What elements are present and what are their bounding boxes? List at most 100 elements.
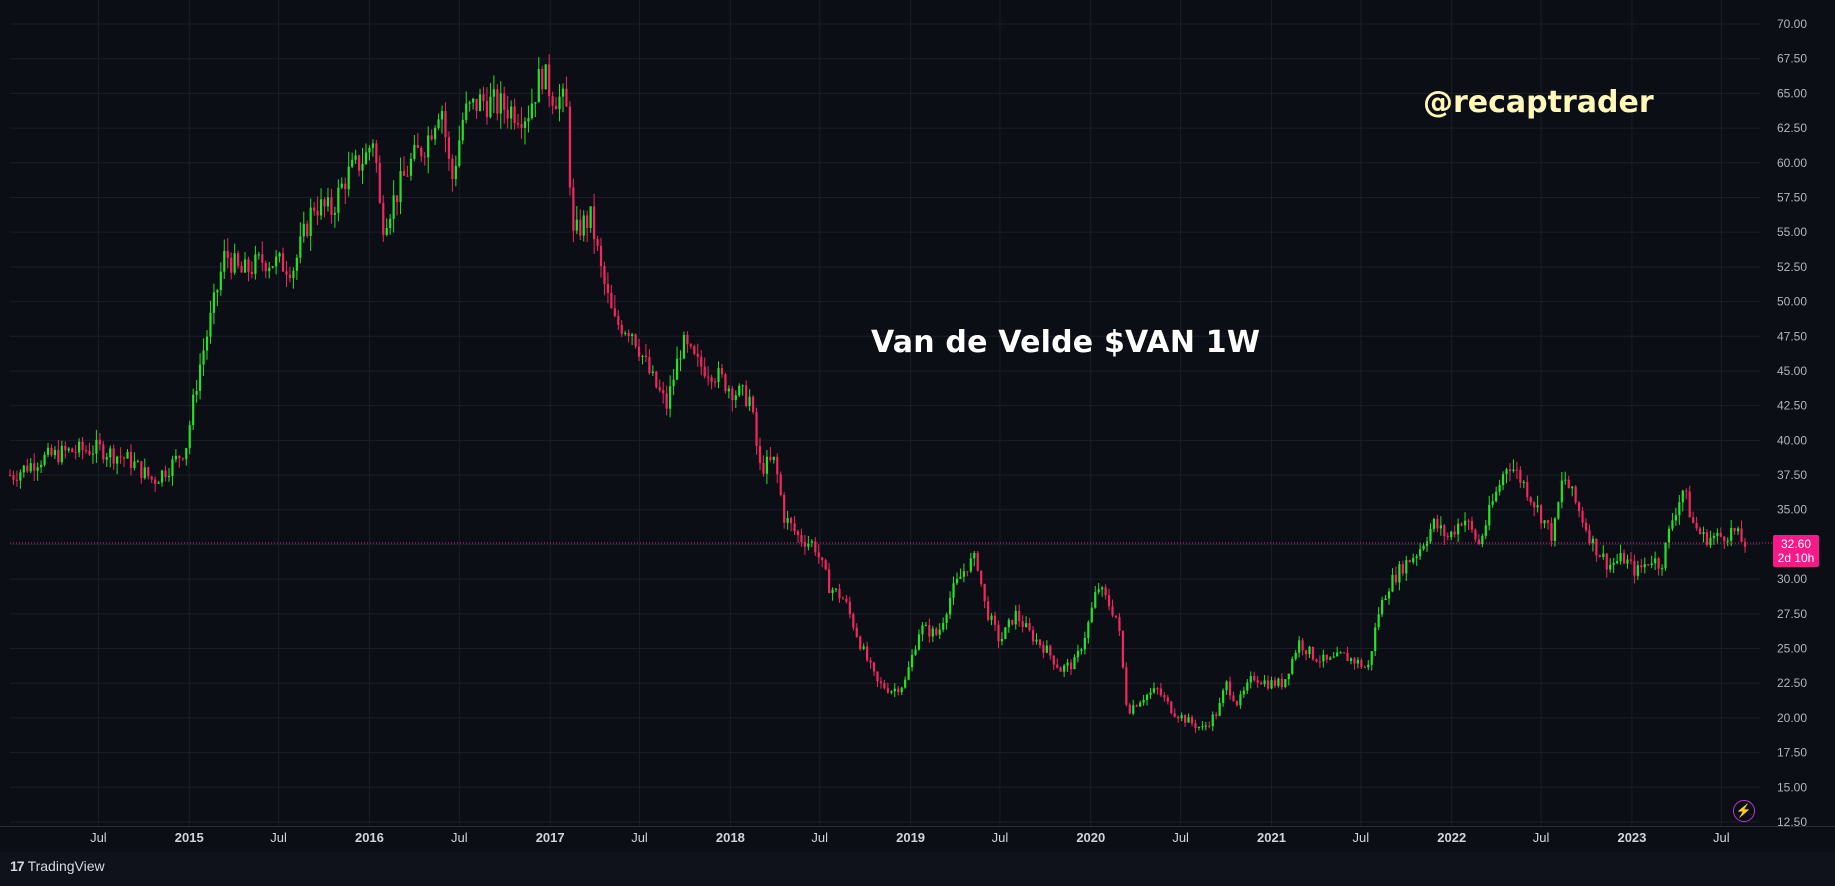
candle-body xyxy=(1318,661,1321,663)
candle-body xyxy=(1477,539,1480,545)
last-price-value: 32.60 xyxy=(1780,537,1812,551)
candle-body xyxy=(1557,502,1560,519)
candle-body xyxy=(672,379,675,387)
y-tick-label: 52.50 xyxy=(1777,260,1807,274)
candle-body xyxy=(952,583,955,598)
candle-body xyxy=(1654,558,1657,564)
candle-body xyxy=(1056,664,1059,668)
candle-body xyxy=(1311,646,1315,660)
candle-body xyxy=(1076,650,1080,658)
candle-body xyxy=(254,254,257,274)
candle-body xyxy=(78,441,81,453)
candle-body xyxy=(1463,520,1467,526)
candle-body xyxy=(959,576,962,579)
candle-body xyxy=(907,667,910,680)
x-tick-label: 2015 xyxy=(175,830,204,845)
tradingview-logo[interactable]: 17 TradingView xyxy=(10,858,105,874)
candle-body xyxy=(800,535,803,542)
candle-body xyxy=(520,124,523,128)
candle-body xyxy=(1553,518,1557,541)
candle-body xyxy=(385,227,388,235)
candle-body xyxy=(1657,558,1660,569)
candle-body xyxy=(240,265,243,273)
candle-body xyxy=(1253,675,1256,681)
candle-body xyxy=(1705,532,1709,546)
candle-body xyxy=(1166,697,1169,702)
candle-body xyxy=(876,671,879,682)
candle-body xyxy=(1063,665,1066,672)
candle-body xyxy=(1128,704,1131,714)
candle-body xyxy=(416,144,419,148)
candle-body xyxy=(389,218,392,228)
candle-body xyxy=(33,463,36,471)
candle-body xyxy=(458,140,461,166)
candle-body xyxy=(1097,589,1100,593)
candle-body xyxy=(219,271,222,291)
candle-body xyxy=(1332,656,1335,658)
candle-body xyxy=(1197,727,1201,729)
candle-body xyxy=(1342,652,1346,654)
candle-body xyxy=(1643,564,1646,568)
candle-body xyxy=(513,106,516,124)
candle-body xyxy=(344,183,347,190)
candle-body xyxy=(651,371,654,374)
candle-body xyxy=(1190,717,1194,724)
candle-body xyxy=(1177,716,1180,719)
x-tick-label: Jul xyxy=(90,830,107,845)
candle-body xyxy=(475,98,478,111)
candle-body xyxy=(1049,645,1052,656)
candle-body xyxy=(841,598,845,600)
candle-body xyxy=(1121,630,1124,668)
candle-body xyxy=(1069,662,1073,670)
candle-body xyxy=(285,271,288,275)
lightning-icon[interactable]: ⚡ xyxy=(1733,800,1755,822)
candle-body xyxy=(1529,497,1532,503)
candle-body xyxy=(1218,702,1221,716)
candle-body xyxy=(1007,619,1010,628)
candle-body xyxy=(1470,520,1474,530)
candle-body xyxy=(700,356,703,367)
candle-body xyxy=(1011,619,1014,625)
candle-body xyxy=(247,259,250,272)
candle-body xyxy=(962,571,966,577)
candle-body xyxy=(765,456,769,474)
candle-body xyxy=(67,448,70,451)
candle-body xyxy=(437,119,440,128)
candle-body xyxy=(88,450,91,455)
candle-body xyxy=(710,377,713,382)
candle-body xyxy=(1266,680,1270,689)
candle-body xyxy=(910,654,914,668)
candle-body xyxy=(60,445,63,463)
candle-body xyxy=(347,166,350,190)
candle-body xyxy=(472,98,475,103)
candle-body xyxy=(1681,490,1684,503)
candle-body xyxy=(71,448,74,453)
candle-body xyxy=(641,355,644,357)
candle-body xyxy=(19,472,22,481)
x-tick-label: 2022 xyxy=(1437,830,1466,845)
candle-body xyxy=(40,464,43,468)
candle-body xyxy=(1581,511,1584,523)
y-tick-label: 35.00 xyxy=(1777,503,1807,517)
candle-body xyxy=(669,386,672,409)
candle-body xyxy=(1564,479,1567,481)
candle-body xyxy=(1242,690,1245,695)
candle-body xyxy=(1588,530,1591,544)
candle-body xyxy=(1598,555,1601,557)
candle-body xyxy=(561,88,565,97)
candle-body xyxy=(554,105,558,110)
candle-body xyxy=(230,257,233,273)
candle-body xyxy=(1301,640,1304,651)
y-tick-label: 40.00 xyxy=(1777,433,1807,447)
candle-body xyxy=(1308,646,1311,655)
candle-body xyxy=(1612,563,1615,565)
x-tick-label: Jul xyxy=(631,830,648,845)
candle-body xyxy=(769,456,772,460)
candle-body xyxy=(1291,658,1294,674)
candle-body xyxy=(319,199,323,216)
candle-body xyxy=(914,649,917,655)
candle-body xyxy=(98,439,101,445)
candle-body xyxy=(582,215,585,236)
candle-body xyxy=(313,207,316,211)
candle-body xyxy=(613,308,616,316)
